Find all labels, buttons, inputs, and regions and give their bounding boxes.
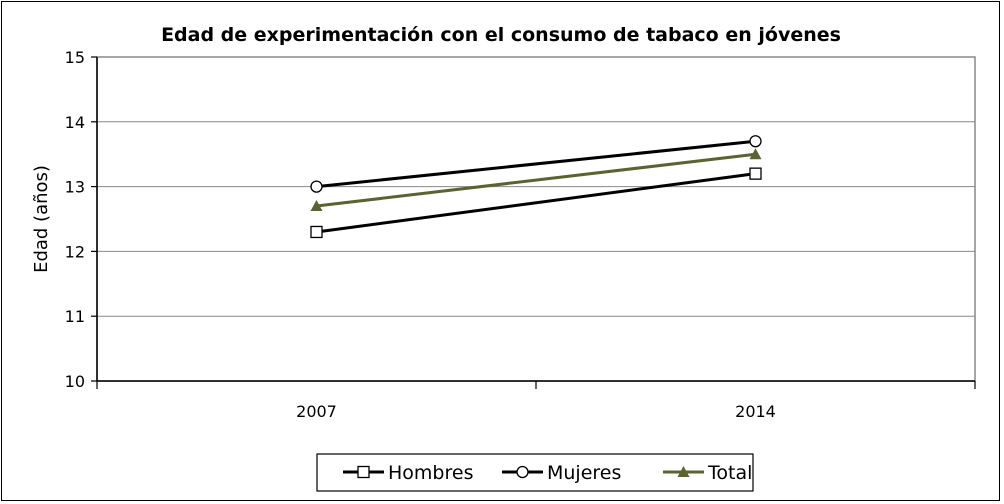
y-tick-label: 11: [65, 307, 85, 326]
series-line: [316, 139, 756, 189]
legend-label: Hombres: [388, 462, 473, 484]
legend: Hombres Mujeres Total: [316, 453, 754, 492]
legend-item-hombres: Hombres: [343, 462, 473, 484]
circle-marker: [749, 135, 762, 148]
chart-title: Edad de experimentación con el consumo d…: [161, 24, 841, 46]
y-tick-label: 12: [65, 242, 85, 261]
series-mujeres: [310, 135, 762, 193]
y-tick-label: 10: [65, 372, 85, 391]
triangle-marker: [677, 466, 690, 477]
series-line: [316, 152, 756, 208]
y-tick-label: 15: [65, 48, 85, 67]
triangle-marker: [310, 200, 323, 212]
series-line: [316, 172, 756, 234]
y-tick-label: 14: [65, 113, 85, 132]
square-marker: [749, 167, 762, 180]
legend-label: Mujeres: [547, 462, 621, 484]
series-hombres: [310, 167, 762, 239]
circle-marker: [310, 180, 323, 193]
plot-area: [96, 56, 976, 382]
circle-marker: [516, 465, 529, 479]
square-marker: [357, 465, 370, 479]
legend-label: Total: [707, 462, 752, 484]
y-tick-label: 13: [65, 178, 85, 197]
x-tick-label: 2014: [735, 402, 776, 421]
square-marker: [310, 225, 323, 239]
legend-item-total: Total: [663, 462, 752, 484]
series-total: [310, 148, 762, 212]
triangle-marker: [749, 148, 762, 160]
y-axis-label: Edad (años): [31, 165, 52, 273]
x-tick-label: 2007: [296, 402, 337, 421]
legend-item-mujeres: Mujeres: [502, 462, 621, 484]
